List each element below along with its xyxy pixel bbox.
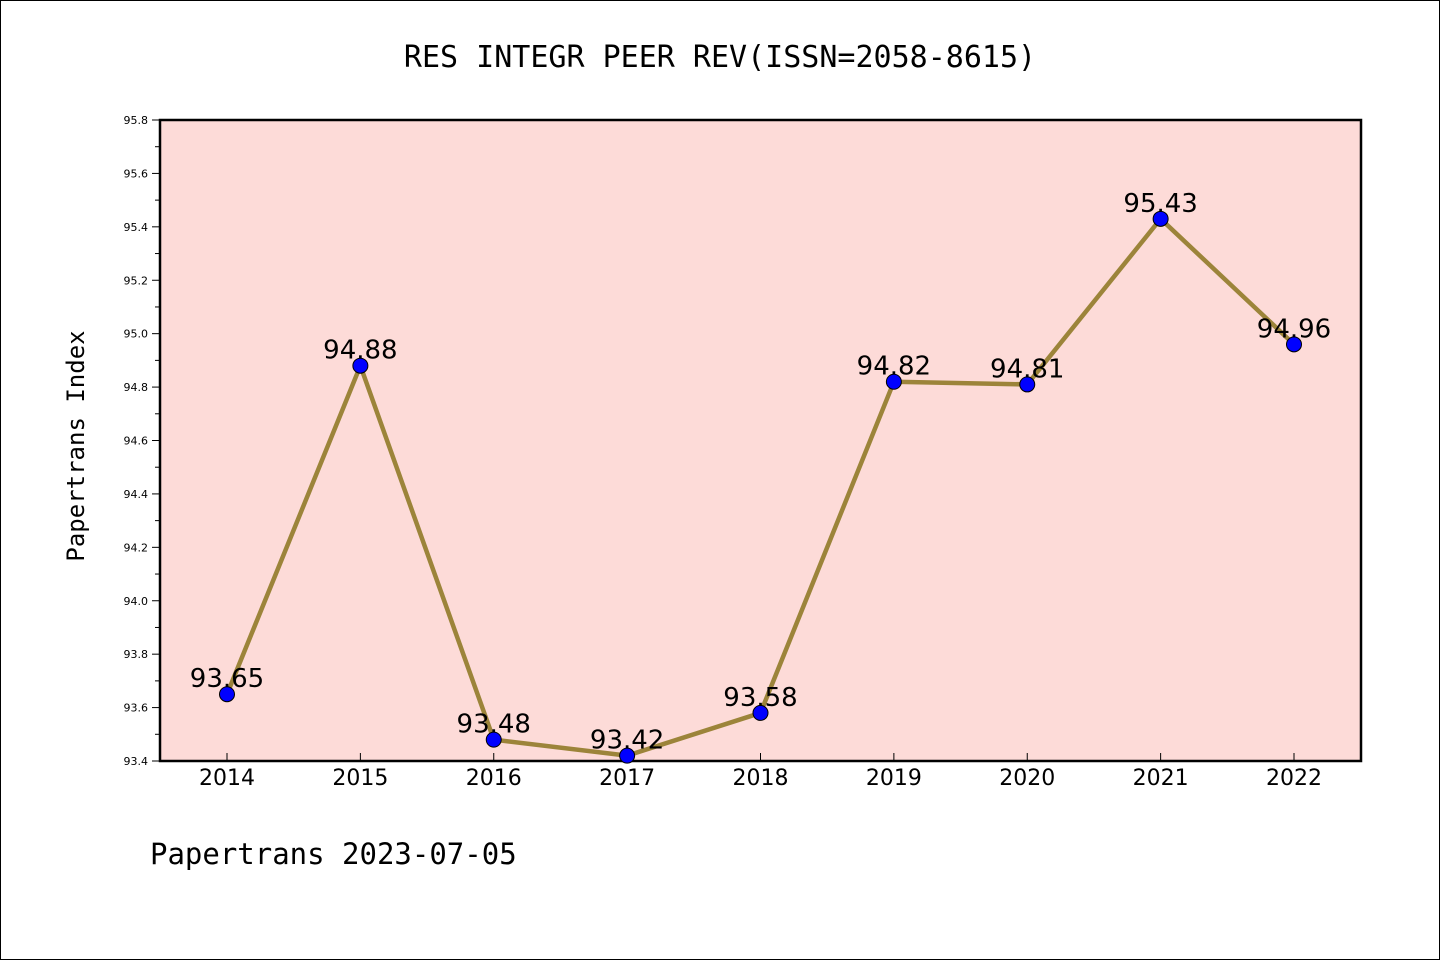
data-point-marker — [885, 373, 902, 390]
y-axis-label: Papertrans Index — [62, 330, 90, 561]
x-tick-label: 2022 — [1266, 766, 1322, 791]
data-label: 94.81 — [990, 354, 1064, 384]
data-point-marker — [219, 686, 235, 703]
x-tick-label: 2015 — [332, 766, 388, 791]
x-tick-label: 2017 — [599, 766, 655, 791]
x-tick-label: 2016 — [466, 766, 522, 791]
y-tick-label: 94.0 — [124, 595, 149, 608]
y-tick-label: 95.8 — [124, 114, 149, 127]
data-label: 93.58 — [723, 683, 797, 713]
data-point-marker — [1286, 336, 1302, 353]
series-line: 93.65 94.88 93.48 93.42 93.58 94.82 94.81 95.43… — [190, 189, 1331, 764]
x-axis: 2014 2015 2016 2017 2018 2019 2020 2021 2022 — [199, 753, 1322, 791]
data-label: 93.42 — [590, 726, 664, 756]
data-point-marker — [1019, 376, 1036, 393]
data-point-marker — [619, 747, 636, 764]
y-tick-label: 95.6 — [124, 167, 149, 180]
y-tick-label: 95.0 — [124, 328, 149, 341]
x-tick-label: 2021 — [1133, 766, 1189, 791]
chart-title: RES INTEGR PEER REV(ISSN=2058-8615) — [404, 40, 1036, 75]
data-point-marker — [485, 731, 502, 748]
data-label: 95.43 — [1123, 189, 1197, 219]
y-tick-label: 94.4 — [124, 488, 149, 501]
data-label: 94.96 — [1257, 314, 1331, 344]
y-tick-label: 94.2 — [124, 541, 149, 554]
x-tick-label: 2019 — [866, 766, 922, 791]
y-tick-label: 95.2 — [124, 274, 149, 287]
y-tick-label: 94.8 — [124, 381, 149, 394]
data-point-marker — [352, 357, 369, 374]
footer-stamp: Papertrans 2023-07-05 — [150, 837, 517, 871]
data-label: 94.82 — [857, 352, 931, 382]
data-point-marker — [752, 704, 769, 721]
data-label: 93.65 — [190, 664, 264, 694]
y-tick-label: 93.8 — [124, 648, 149, 661]
x-tick-label: 2018 — [733, 766, 789, 791]
y-tick-label: 93.6 — [124, 702, 149, 715]
data-point-marker — [1152, 210, 1169, 227]
y-tick-label: 95.4 — [124, 221, 149, 234]
x-tick-label: 2014 — [199, 766, 255, 791]
y-tick-label: 93.4 — [124, 755, 149, 768]
x-tick-label: 2020 — [999, 766, 1055, 791]
plot-area — [158, 118, 1363, 763]
data-label: 94.88 — [323, 336, 397, 366]
y-tick-label: 94.6 — [124, 435, 149, 448]
data-label: 93.48 — [457, 710, 531, 740]
y-axis: 93.4 93.6 93.8 94.0 94.2 94.4 94.6 94.8 95.0 95.2… — [124, 114, 160, 768]
